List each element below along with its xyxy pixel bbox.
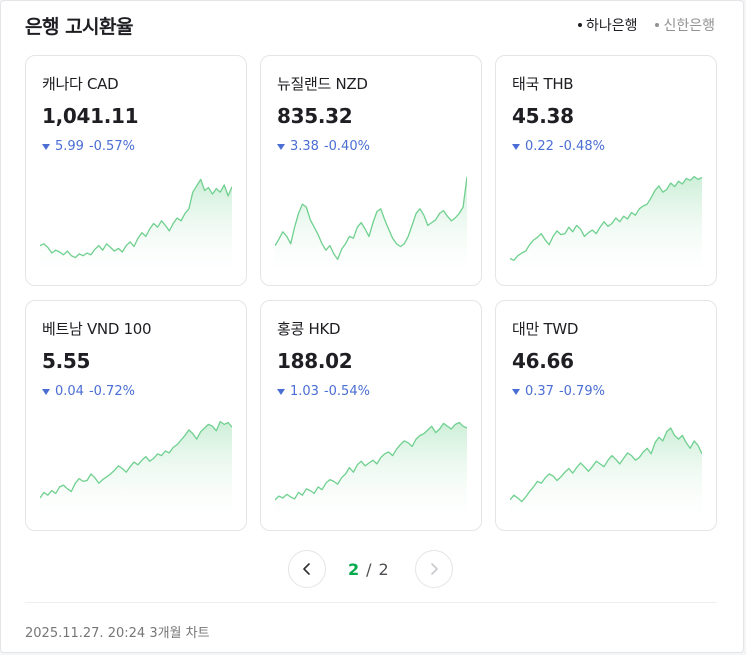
update-timestamp: 2025.11.27. 20:24 [25, 626, 146, 641]
change-amount: 0.37 [525, 384, 554, 399]
currency-card-cad[interactable]: 캐나다 CAD 1,041.11 5.99 -0.57% [25, 55, 247, 286]
exchange-rate: 45.38 [512, 104, 574, 128]
change-percent: -0.79% [558, 384, 605, 399]
triangle-down-icon [42, 143, 50, 150]
rate-change: 5.99 -0.57% [42, 139, 135, 154]
exchange-rate: 1,041.11 [42, 104, 139, 128]
currency-name: 태국 THB [512, 75, 574, 93]
panel-title: 은행 고시환율 [25, 16, 134, 38]
rate-change: 0.37 -0.79% [512, 384, 605, 399]
sparkline-area [40, 179, 232, 268]
sparkline-chart [510, 427, 702, 513]
bullet-dot-icon [577, 23, 582, 27]
footer-divider [25, 602, 717, 603]
total-pages: 2 [378, 560, 389, 579]
currency-name: 홍콩 HKD [277, 320, 341, 338]
change-percent: -0.54% [323, 384, 370, 399]
sparkline-line [275, 421, 467, 501]
bank-selector: 하나은행 신한은행 [577, 15, 715, 35]
triangle-down-icon [42, 388, 50, 395]
sparkline-line [275, 176, 467, 261]
triangle-down-icon [512, 388, 520, 395]
chevron-left-icon [303, 563, 310, 575]
currency-card-grid: 캐나다 CAD 1,041.11 5.99 -0.57% 뉴질랜드 NZD 83… [25, 55, 719, 532]
triangle-down-icon [277, 388, 285, 395]
rate-change: 3.38 -0.40% [277, 139, 370, 154]
page-indicator: 2 / 2 [348, 560, 389, 579]
sparkline-area [510, 176, 702, 268]
rate-change: 0.22 -0.48% [512, 139, 605, 154]
sparkline-line [40, 420, 232, 499]
sparkline-area [40, 421, 232, 513]
bullet-dot-icon [655, 23, 660, 27]
chevron-right-icon [431, 563, 438, 575]
sparkline-chart [510, 175, 702, 268]
change-percent: -0.57% [88, 139, 135, 154]
sparkline-chart [275, 176, 467, 268]
sparkline-chart [275, 421, 467, 513]
triangle-down-icon [512, 143, 520, 150]
change-amount: 1.03 [290, 384, 319, 399]
triangle-down-icon [277, 143, 285, 150]
change-amount: 0.04 [55, 384, 84, 399]
sparkline-line [510, 427, 702, 503]
sparkline-line [40, 178, 232, 259]
bank-tab-hana[interactable]: 하나은행 [577, 15, 638, 35]
sparkline-area [275, 422, 467, 513]
change-percent: -0.72% [88, 384, 135, 399]
change-percent: -0.40% [323, 139, 370, 154]
sparkline-line [510, 175, 702, 261]
currency-card-thb[interactable]: 태국 THB 45.38 0.22 -0.48% [495, 55, 717, 286]
prev-page-button[interactable] [288, 550, 326, 588]
currency-card-nzd[interactable]: 뉴질랜드 NZD 835.32 3.38 -0.40% [260, 55, 482, 286]
rate-change: 1.03 -0.54% [277, 384, 370, 399]
footer: 2025.11.27. 20:24 3개월 차트 [25, 622, 210, 641]
currency-name: 베트남 VND 100 [42, 320, 152, 338]
sparkline-chart [40, 178, 232, 268]
bank-tab-shinhan[interactable]: 신한은행 [655, 15, 715, 35]
exchange-rate: 188.02 [277, 349, 353, 373]
page-separator: / [366, 560, 372, 579]
sparkline-area [275, 176, 467, 268]
exchange-rate: 46.66 [512, 349, 574, 373]
rate-change: 0.04 -0.72% [42, 384, 135, 399]
chart-range-label: 3개월 차트 [149, 626, 210, 641]
currency-card-hkd[interactable]: 홍콩 HKD 188.02 1.03 -0.54% [260, 300, 482, 531]
currency-name: 대만 TWD [512, 320, 579, 338]
change-percent: -0.48% [558, 139, 605, 154]
currency-name: 뉴질랜드 NZD [277, 75, 368, 93]
pagination: 2 / 2 [288, 550, 456, 590]
bank-tab-label: 하나은행 [585, 18, 638, 34]
current-page: 2 [348, 560, 360, 579]
exchange-rate: 5.55 [42, 349, 91, 373]
currency-card-twd[interactable]: 대만 TWD 46.66 0.37 -0.79% [495, 300, 717, 531]
bank-tab-label: 신한은행 [663, 18, 715, 34]
sparkline-chart [40, 420, 232, 513]
exchange-rate: 835.32 [277, 104, 353, 128]
change-amount: 3.38 [290, 139, 319, 154]
panel-header: 은행 고시환율 하나은행 신한은행 [25, 12, 719, 38]
next-page-button[interactable] [415, 550, 453, 588]
currency-card-vnd[interactable]: 베트남 VND 100 5.55 0.04 -0.72% [25, 300, 247, 531]
sparkline-area [510, 428, 702, 513]
currency-name: 캐나다 CAD [42, 75, 119, 93]
change-amount: 0.22 [525, 139, 554, 154]
change-amount: 5.99 [55, 139, 84, 154]
